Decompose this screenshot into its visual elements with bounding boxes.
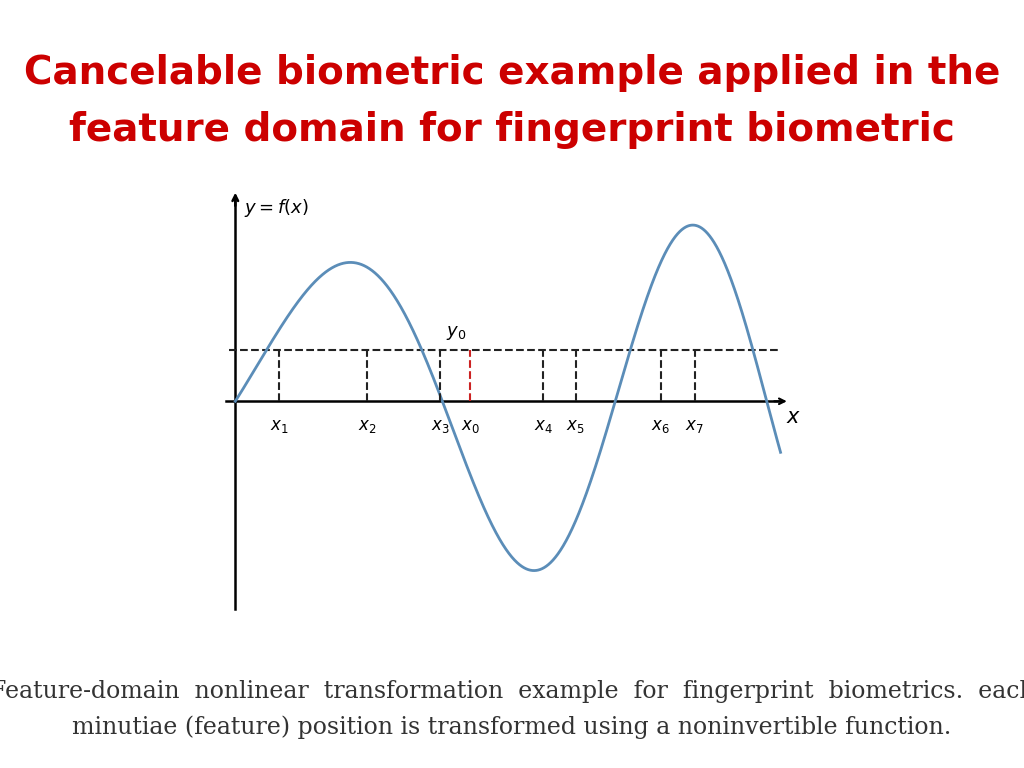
Text: $x_3$: $x_3$: [431, 417, 450, 435]
Text: $x$: $x$: [786, 406, 802, 427]
Text: minutiae (feature) position is transformed using a noninvertible function.: minutiae (feature) position is transform…: [73, 716, 951, 740]
Text: $x_1$: $x_1$: [269, 417, 288, 435]
Text: Cancelable biometric example applied in the: Cancelable biometric example applied in …: [24, 54, 1000, 91]
Text: $y = f(x)$: $y = f(x)$: [245, 197, 309, 219]
Text: Feature-domain  nonlinear  transformation  example  for  fingerprint  biometrics: Feature-domain nonlinear transformation …: [0, 680, 1024, 703]
Text: $x_6$: $x_6$: [651, 417, 670, 435]
Text: $x_2$: $x_2$: [358, 417, 377, 435]
Text: $y_0$: $y_0$: [446, 324, 467, 343]
Text: feature domain for fingerprint biometric: feature domain for fingerprint biometric: [69, 111, 955, 149]
Text: $x_5$: $x_5$: [566, 417, 585, 435]
Text: $x_4$: $x_4$: [534, 417, 553, 435]
Text: $x_0$: $x_0$: [461, 417, 480, 435]
Text: $x_7$: $x_7$: [685, 417, 703, 435]
